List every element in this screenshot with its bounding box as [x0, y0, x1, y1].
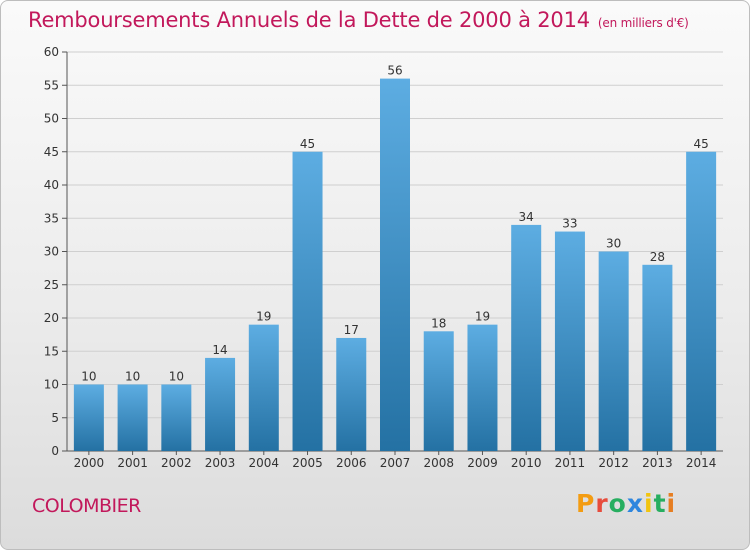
x-tick-label: 2001	[117, 456, 148, 470]
y-tick-label: 35	[44, 211, 59, 225]
commune-name: COLOMBIER	[32, 495, 141, 517]
data-label: 34	[519, 210, 534, 224]
x-tick-label: 2004	[249, 456, 280, 470]
x-tick-label: 2006	[336, 456, 367, 470]
bar	[554, 231, 585, 451]
proxiti-logo[interactable]: Proxiti	[576, 489, 676, 518]
data-label: 19	[256, 310, 271, 324]
x-tick-label: 2002	[161, 456, 192, 470]
data-label: 10	[169, 370, 184, 384]
title-text: Remboursements Annuels de la Dette de 20…	[28, 8, 590, 32]
data-label: 30	[606, 237, 621, 251]
x-tick-label: 2011	[555, 456, 586, 470]
bar	[423, 331, 454, 451]
y-tick-label: 10	[44, 378, 59, 392]
data-label: 10	[81, 370, 96, 384]
x-tick-label: 2003	[205, 456, 236, 470]
logo-letter: o	[608, 489, 627, 518]
data-label: 18	[431, 316, 446, 330]
y-tick-label: 0	[51, 444, 59, 458]
data-label: 33	[562, 217, 577, 231]
x-tick-label: 2007	[380, 456, 411, 470]
x-tick-label: 2009	[467, 456, 498, 470]
bar	[686, 151, 717, 451]
bar	[117, 384, 148, 451]
bar	[380, 78, 410, 451]
y-tick-label: 60	[44, 45, 59, 59]
data-label: 19	[475, 310, 490, 324]
bar	[73, 384, 104, 451]
logo-letter: i	[644, 489, 654, 518]
x-tick-label: 2005	[292, 456, 323, 470]
logo-letter: r	[595, 489, 609, 518]
logo-letter: x	[626, 489, 644, 518]
x-tick-label: 2008	[423, 456, 454, 470]
y-tick-label: 25	[44, 278, 59, 292]
data-label: 45	[300, 137, 315, 151]
bar	[511, 224, 542, 451]
x-tick-label: 2013	[642, 456, 673, 470]
y-tick-label: 55	[44, 78, 59, 92]
bar	[248, 324, 279, 451]
y-tick-label: 50	[44, 112, 59, 126]
logo-letter: i	[666, 489, 677, 518]
bars	[73, 78, 717, 451]
unit-note: (en milliers d'€)	[597, 16, 689, 30]
y-tick-label: 15	[44, 344, 59, 358]
bar	[161, 384, 192, 451]
bar	[598, 251, 629, 451]
y-tick-label: 40	[44, 178, 59, 192]
data-label: 17	[344, 323, 359, 337]
x-tick-label: 2012	[598, 456, 629, 470]
x-tick-label: 2010	[511, 456, 542, 470]
data-label: 28	[650, 250, 665, 264]
bar	[642, 264, 673, 451]
bar	[336, 337, 367, 451]
data-label: 45	[693, 137, 708, 151]
bar	[467, 324, 498, 451]
y-tick-label: 5	[51, 411, 59, 425]
data-label: 56	[387, 64, 402, 78]
chart-title: Remboursements Annuels de la Dette de 20…	[28, 8, 689, 32]
bar	[205, 357, 236, 451]
y-tick-label: 20	[44, 311, 59, 325]
y-tick-label: 30	[44, 245, 59, 259]
y-tick-label: 45	[44, 145, 59, 159]
bar	[292, 151, 323, 451]
logo-letter: t	[653, 489, 667, 518]
logo-letter: P	[576, 489, 596, 518]
data-label: 10	[125, 370, 140, 384]
data-labels: 10 10 10 14 19 45 17 56 18 19 34 33 30 28 45	[81, 64, 709, 384]
data-label: 14	[212, 343, 227, 357]
x-tick-label: 2000	[74, 456, 105, 470]
x-tick-label: 2014	[686, 456, 717, 470]
